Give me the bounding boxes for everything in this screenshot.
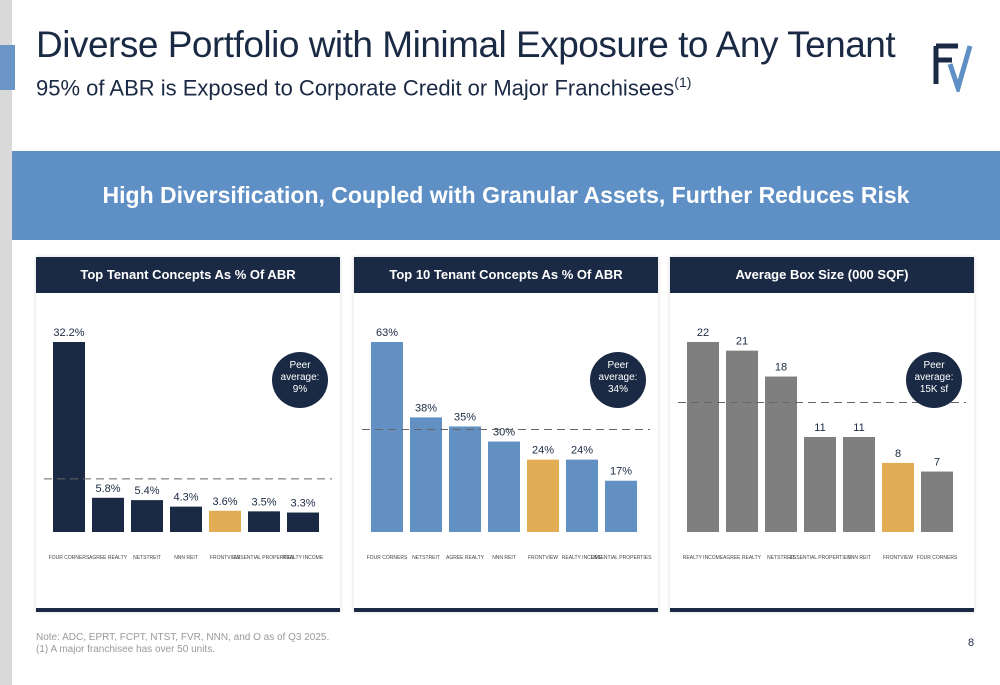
data-label: 22 <box>697 327 709 339</box>
tenant-logo: AGREE REALTY <box>446 555 485 561</box>
data-label: 17% <box>610 466 632 478</box>
tenant-logo: FRONTVIEW <box>528 555 558 561</box>
tenant-logo: FRONTVIEW <box>210 555 240 561</box>
peer-average-text: Peer <box>923 360 945 371</box>
peer-average-text: 9% <box>293 384 308 395</box>
data-label: 11 <box>814 422 825 434</box>
chart-svg: 63% FOUR CORNERS 38% NETSTREIT 35% AGREE REAL… <box>362 327 653 561</box>
tenant-logo: REALTY INCOME <box>283 555 324 561</box>
tenant-logo: FOUR CORNERS <box>49 555 90 561</box>
data-label: 5.8% <box>95 483 120 495</box>
chart-svg: 22 REALTY INCOME 21 AGREE REALTY 18 NETSTREIT… <box>678 327 966 561</box>
data-label: 3.6% <box>212 496 237 508</box>
banner: High Diversification, Coupled with Granu… <box>12 151 1000 240</box>
data-label: 30% <box>493 427 515 439</box>
tenant-logo: FOUR CORNERS <box>367 555 408 561</box>
bar <box>605 480 637 532</box>
data-label: 35% <box>454 411 476 423</box>
peer-average-text: average: <box>915 372 954 383</box>
bar <box>687 342 719 532</box>
page-title: Diverse Portfolio with Minimal Exposure … <box>36 24 896 65</box>
tenant-logo: NETSTREIT <box>412 555 440 561</box>
bar <box>488 441 520 532</box>
bar <box>287 512 319 532</box>
peer-average-badge <box>590 352 646 408</box>
accent-tab <box>0 45 15 90</box>
data-label: 7 <box>934 457 940 469</box>
tenant-logo: REALTY INCOME <box>683 555 724 561</box>
peer-average-text: 15K sf <box>920 384 949 395</box>
bar <box>92 497 124 532</box>
tenant-logo: ESSENTIAL PROPERTIES <box>790 555 852 561</box>
data-label: 3.5% <box>251 496 276 508</box>
chart-panel-top-tenant: Top Tenant Concepts As % Of ABR 32.2% FOUR… <box>36 257 340 612</box>
footnote: Note: ADC, EPRT, FCPT, NTST, FVR, NNN, a… <box>36 632 330 643</box>
data-label: 32.2% <box>53 327 84 339</box>
bar <box>843 437 875 532</box>
tenant-logo: ESSENTIAL PROPERTIES <box>591 555 653 561</box>
bar <box>248 511 280 532</box>
data-label: 21 <box>736 336 748 348</box>
data-label: 8 <box>895 448 901 460</box>
bar <box>449 426 481 532</box>
footnotes: Note: ADC, EPRT, FCPT, NTST, FVR, NNN, a… <box>36 632 329 656</box>
data-label: 63% <box>376 327 398 339</box>
peer-average-text: 34% <box>608 384 628 395</box>
data-label: 24% <box>532 445 554 457</box>
tenant-logo: AGREE REALTY <box>89 555 128 561</box>
chart-panel-box-size: Average Box Size (000 SQF) 22 REALTY INCOM… <box>670 257 974 612</box>
chart-svg: 32.2% FOUR CORNERS 5.8% AGREE REALTY 5.4% NET… <box>44 327 332 561</box>
tenant-logo: REALTY INCOME <box>562 555 603 561</box>
bar <box>209 510 241 532</box>
tenant-logo: AGREE REALTY <box>723 555 762 561</box>
page-subtitle: 95% of ABR is Exposed to Corporate Credi… <box>36 74 691 101</box>
bar <box>726 350 758 532</box>
bar <box>882 462 914 532</box>
bar <box>53 342 85 532</box>
tenant-logo: NNN REIT <box>492 555 516 561</box>
chart-title: Top 10 Tenant Concepts As % Of ABR <box>354 257 658 293</box>
chart-title: Top Tenant Concepts As % Of ABR <box>36 257 340 293</box>
peer-average-text: Peer <box>289 360 311 371</box>
data-label: 3.3% <box>290 498 315 510</box>
data-label: 4.3% <box>173 492 198 504</box>
peer-average-badge <box>906 352 962 408</box>
bar <box>410 417 442 532</box>
peer-average-badge <box>272 352 328 408</box>
peer-average-text: Peer <box>607 360 629 371</box>
data-label: 24% <box>571 445 593 457</box>
subtitle-text: 95% of ABR is Exposed to Corporate Credi… <box>36 75 675 101</box>
peer-average-text: average: <box>599 372 638 383</box>
tenant-logo: FOUR CORNERS <box>917 555 958 561</box>
side-stripe <box>0 0 12 685</box>
tenant-logo: NETSTREIT <box>767 555 795 561</box>
data-label: 11 <box>853 422 864 434</box>
tenant-logo: NNN REIT <box>174 555 198 561</box>
page-number: 8 <box>968 637 975 649</box>
tenant-logo: FRONTVIEW <box>883 555 913 561</box>
bar <box>170 506 202 532</box>
chart-panel-top10: Top 10 Tenant Concepts As % Of ABR 63% FOU… <box>354 257 658 612</box>
peer-average-text: average: <box>281 372 320 383</box>
bar <box>371 342 403 532</box>
bar <box>566 459 598 532</box>
bar <box>527 459 559 532</box>
bar <box>131 500 163 532</box>
bar <box>765 376 797 532</box>
frontview-logo-icon <box>933 43 973 92</box>
tenant-logo: NNN REIT <box>847 555 871 561</box>
footnote: (1) A major franchisee has over 50 units… <box>36 644 215 655</box>
bar <box>921 471 953 532</box>
data-label: 5.4% <box>134 485 159 497</box>
data-label: 18 <box>775 362 787 374</box>
tenant-logo: NETSTREIT <box>133 555 161 561</box>
data-label: 38% <box>415 402 437 414</box>
bar <box>804 437 836 532</box>
subtitle-footnote-ref: (1) <box>674 74 692 90</box>
chart-title: Average Box Size (000 SQF) <box>670 257 974 293</box>
tenant-logo: ESSENTIAL PROPERTIES <box>234 555 296 561</box>
